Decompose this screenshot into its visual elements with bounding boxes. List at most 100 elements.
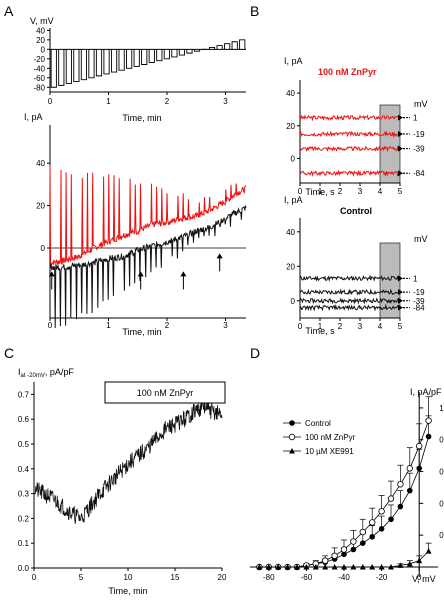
d-point-znpyr: [369, 519, 376, 526]
a-top-y-tick-label: -20: [33, 55, 45, 64]
a-top-voltage-step: [65, 49, 72, 84]
b-top-legend-title: mV: [414, 99, 428, 109]
a-top-voltage-step: [58, 49, 65, 86]
d-point-znpyr: [397, 481, 404, 488]
d-point-xe991: [397, 562, 404, 568]
c-x-tick-label: 20: [218, 573, 227, 582]
d-point-xe991: [294, 564, 300, 570]
a-top-voltage-step: [239, 39, 246, 50]
c-y-tick-label: 0.2: [18, 514, 30, 523]
a-top-y-tick-label: 0: [41, 45, 46, 54]
b-top-x-tick-label: 2: [338, 187, 343, 196]
b-bot-level-arrow-head: [398, 304, 403, 311]
a-top-y-tick-label: -40: [33, 64, 45, 73]
d-point-xe991: [341, 564, 347, 570]
c-y-tick-label: 0.4: [18, 465, 30, 474]
b-bot-level-label: -39: [413, 297, 425, 306]
b-bot-level-arrow-head: [398, 289, 403, 296]
a-top-y-tick-label: -80: [33, 83, 45, 92]
d-point-znpyr: [331, 552, 338, 560]
a-bot-trace-red: [49, 165, 247, 267]
a-bot-y-tick-label: 20: [36, 202, 45, 211]
b-bot-x-tick-label: 4: [378, 322, 383, 331]
b-top-x-tick-label: 3: [358, 187, 363, 196]
b-top-x-tick-label: 0: [298, 187, 303, 196]
c-y-tick-label: 0.0: [18, 564, 30, 573]
d-point-znpyr: [387, 495, 395, 502]
text-layer: A B C D V, mV Time, min I, pA Time, min …: [4, 3, 442, 596]
d-point-znpyr: [416, 442, 423, 450]
d-xlabel: V, mV: [412, 574, 436, 584]
b-bot-x-tick-label: 0: [298, 322, 303, 331]
d-point-xe991: [359, 564, 366, 570]
a-top-y-tick-label: 40: [36, 26, 45, 35]
b-bot-trace: [299, 303, 401, 312]
d-ylabel: I, pA/pF: [410, 387, 442, 397]
d-legend-label: 100 nM ZnPyr: [305, 433, 356, 442]
d-point-znpyr: [322, 557, 329, 564]
d-point-xe991: [312, 564, 319, 570]
panel-label-b: B: [250, 3, 259, 19]
c-ylabel-sub: at -20mV: [21, 373, 45, 379]
b-top-trace: [299, 130, 401, 138]
a-top-voltage-step: [193, 49, 201, 52]
a-top-y-tick-label: -60: [33, 74, 45, 83]
a-top-voltage-step: [231, 41, 238, 50]
panel-label-d: D: [250, 345, 260, 361]
d-point-xe991: [369, 564, 376, 570]
c-ylabel-main: I: [18, 367, 21, 377]
d-y-tick-label: 0.2: [439, 531, 444, 540]
a-top-x-tick-label: 1: [106, 97, 111, 106]
a-bot-arrow-head: [180, 271, 187, 277]
b-top-x-tick-label: 4: [378, 187, 383, 196]
a-top-voltage-step: [148, 49, 155, 64]
d-point-xe991: [378, 564, 385, 570]
b-top-level-label: -19: [413, 130, 425, 139]
d-point-xe991: [303, 564, 310, 570]
c-y-tick-label: 0.1: [18, 539, 30, 548]
b-top-y-tick-label: 20: [286, 122, 295, 131]
b-top-trace: [299, 169, 401, 178]
a-top-voltage-step: [95, 49, 103, 77]
panel-label-a: A: [4, 3, 14, 19]
d-y-tick-label: 0.4: [439, 499, 444, 508]
b-top-level-label: -84: [413, 169, 425, 178]
d-point-znpyr: [340, 546, 348, 553]
d-point-control: [369, 533, 376, 540]
a-top-voltage-step: [216, 45, 223, 50]
b-top-level-arrow-head: [398, 170, 403, 177]
d-point-control: [416, 465, 423, 472]
d-point-xe991: [331, 564, 338, 570]
a-top-y-tick-label: 20: [36, 36, 45, 45]
c-x-tick-label: 0: [32, 573, 37, 582]
d-point-xe991: [416, 557, 423, 564]
a-top-voltage-step: [118, 49, 125, 71]
d-point-control: [341, 551, 347, 558]
a-bottom-ylabel: I, pA: [24, 112, 43, 122]
a-top-voltage-step: [156, 49, 163, 62]
b-top-trace: [300, 145, 401, 153]
d-point-znpyr: [378, 508, 385, 515]
a-top-voltage-step: [50, 49, 57, 88]
a-top-voltage-step: [126, 49, 133, 69]
d-point-xe991: [350, 564, 357, 570]
a-bot-arrow-head: [137, 271, 144, 277]
d-x-tick-label: 0: [417, 573, 422, 582]
d-y-tick-label: 1.0: [439, 404, 444, 413]
b-bottom-xlabel: Time, s: [305, 326, 335, 336]
a-top-voltage-step: [88, 49, 95, 79]
a-top-voltage-step: [141, 49, 148, 65]
a-bot-trace-black: [49, 205, 247, 329]
b-bottom-title: Control: [340, 206, 372, 216]
b-top-level-label: -39: [413, 145, 425, 154]
c-trace: [33, 398, 223, 524]
d-point-control: [425, 433, 432, 440]
b-bot-level-arrow-head: [398, 297, 403, 304]
a-bot-x-tick-label: 2: [165, 321, 170, 330]
c-annotation-box: [104, 381, 226, 404]
a-bot-arrow-head: [48, 271, 55, 277]
c-y-tick-label: 0.7: [18, 390, 30, 399]
a-top-voltage-step: [133, 49, 140, 67]
b-bot-y-tick-label: 20: [286, 262, 295, 271]
b-bot-x-tick-label: 5: [398, 322, 403, 331]
